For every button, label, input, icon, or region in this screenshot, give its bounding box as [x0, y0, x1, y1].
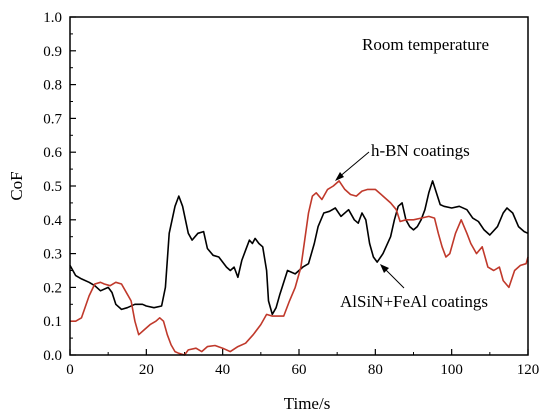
x-axis-label: Time/s	[284, 394, 331, 413]
y-tick-label: 1.0	[43, 10, 62, 26]
axis-ticks: 0 20 40 60 80 100 120 0.0 0.1 0.2 0.3 0.4 0.5 0.6 0.7 0…	[43, 10, 539, 378]
hbn-label: h-BN coatings	[371, 141, 470, 160]
alsin-arrow-head	[380, 264, 389, 273]
series-line-h-bn-coatings	[70, 180, 529, 356]
x-tick-label: 20	[139, 362, 154, 378]
y-tick-label: 0.1	[43, 314, 62, 330]
hbn-arrow-line	[337, 151, 370, 179]
y-tick-label: 0.7	[43, 111, 62, 127]
series-line-alsin-feal-coatings	[69, 180, 529, 316]
hbn-arrow-head	[335, 172, 344, 181]
x-tick-label: 100	[440, 362, 463, 378]
alsin-arrow-line	[383, 267, 405, 289]
x-tick-label: 80	[368, 362, 383, 378]
x-tick-label: 0	[66, 362, 74, 378]
y-axis-label: CoF	[7, 171, 26, 200]
y-tick-label: 0.8	[43, 78, 62, 94]
condition-label: Room temperature	[362, 35, 489, 54]
y-tick-label: 0.3	[43, 247, 62, 263]
alsin-label: AlSiN+FeAl coatings	[340, 292, 488, 311]
y-tick-label: 0.2	[43, 280, 62, 296]
x-tick-label: 40	[215, 362, 230, 378]
y-tick-label: 0.6	[43, 145, 62, 161]
x-tick-label: 60	[292, 362, 307, 378]
y-tick-label: 0.4	[43, 213, 62, 229]
y-tick-label: 0.9	[43, 44, 62, 60]
x-tick-label: 120	[517, 362, 540, 378]
plot-frame	[69, 16, 529, 356]
y-tick-label: 0.5	[43, 179, 62, 195]
series-lines	[69, 180, 529, 356]
y-tick-label: 0.0	[43, 348, 62, 364]
